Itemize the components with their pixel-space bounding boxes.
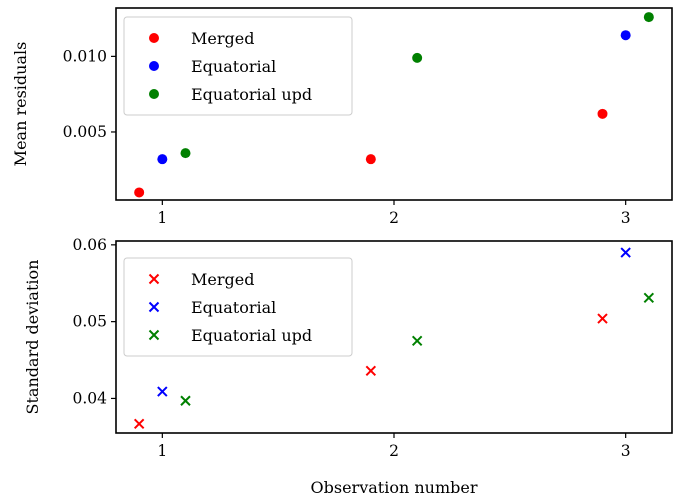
- point-merged: [597, 313, 608, 324]
- legend: Merged Equatorial Equatorial upd: [123, 16, 353, 116]
- point-merged: [365, 154, 376, 165]
- data-points: [133, 247, 655, 429]
- data-points: [134, 12, 654, 198]
- legend-box: [123, 257, 353, 357]
- point-equatorial-upd: [412, 52, 423, 63]
- x-tick-label: 1: [157, 442, 167, 460]
- y-axis-label: Mean residuals: [11, 42, 30, 167]
- point-equatorial-upd: [643, 292, 655, 304]
- point-equatorial-upd: [180, 395, 191, 406]
- y-tick-label: 0.06: [72, 236, 107, 254]
- point-equatorial: [157, 154, 168, 165]
- point-equatorial: [620, 247, 631, 258]
- point-merged: [597, 108, 608, 119]
- x-tick-label: 3: [621, 209, 631, 227]
- legend-box: [123, 16, 353, 116]
- legend-label: Equatorial: [191, 57, 276, 76]
- x-axis-label: Observation number: [311, 478, 478, 497]
- point-equatorial: [157, 386, 168, 397]
- legend-label: Equatorial: [191, 298, 276, 317]
- point-equatorial-upd: [643, 12, 654, 23]
- x-tick-label: 2: [389, 442, 399, 460]
- point-equatorial-upd: [180, 148, 191, 159]
- panel-1: 1 2 3 0.005 0.010 Mean residuals Merged Equator…: [11, 7, 673, 227]
- x-tick-label: 3: [621, 442, 631, 460]
- panel-2: 1 2 3 0.04 0.05 0.06 Standard deviation Observa…: [23, 236, 673, 497]
- legend-marker-merged: [149, 33, 159, 43]
- legend-marker-merged: [148, 273, 160, 285]
- point-equatorial-upd: [411, 335, 423, 347]
- legend-label: Merged: [191, 29, 254, 48]
- y-tick-label: 0.05: [72, 313, 107, 331]
- legend-label: Equatorial upd: [191, 85, 312, 104]
- legend-label: Equatorial upd: [191, 326, 312, 345]
- y-tick-label: 0.010: [63, 47, 107, 65]
- legend-marker-equatorial: [149, 61, 159, 71]
- x-tick-label: 1: [157, 209, 167, 227]
- legend-marker-equatorial: [148, 301, 160, 313]
- legend-marker-equatorial-upd: [149, 89, 159, 99]
- legend-marker-equatorial-upd: [148, 329, 160, 341]
- point-merged: [365, 365, 377, 376]
- y-tick-label: 0.04: [72, 389, 107, 407]
- point-equatorial: [620, 30, 631, 41]
- legend: Merged Equatorial Equatorial upd: [123, 257, 353, 357]
- y-axis-label: Standard deviation: [23, 260, 42, 415]
- point-merged: [134, 187, 145, 198]
- x-tick-label: 2: [389, 209, 399, 227]
- point-merged: [133, 418, 145, 429]
- y-tick-label: 0.005: [63, 123, 107, 141]
- legend-label: Merged: [191, 270, 254, 289]
